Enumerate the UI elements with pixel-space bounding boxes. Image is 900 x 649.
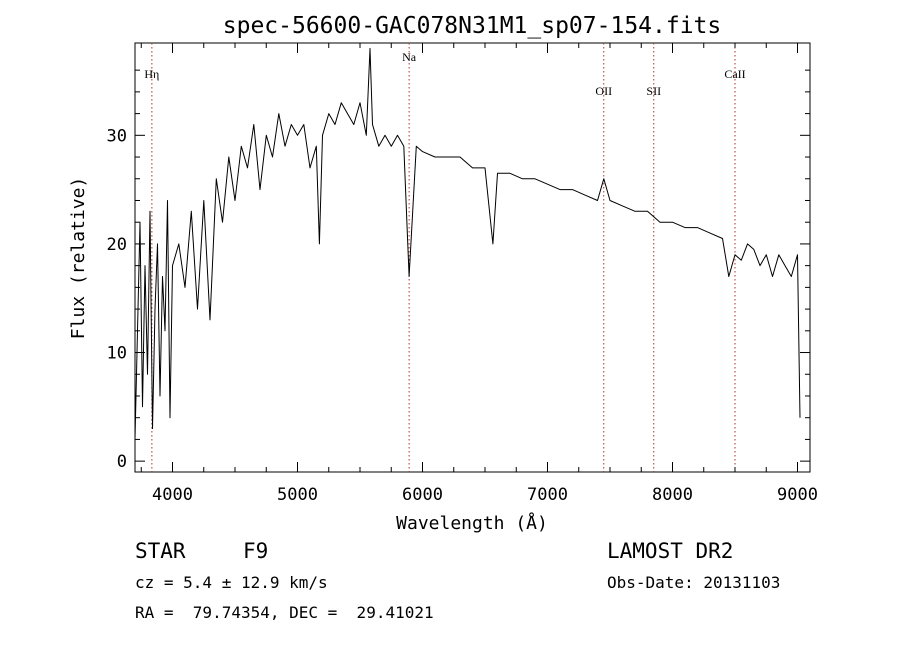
x-tick-label: 8000 [652, 485, 693, 505]
x-tick-label: 4000 [152, 485, 193, 505]
object-subclass: F9 [243, 539, 269, 563]
x-axis-label: Wavelength (Å) [396, 512, 548, 534]
x-tick-label: 9000 [777, 485, 818, 505]
axis-ticks: 4000 5000 6000 7000 8000 9000 0 10 20 30 [107, 43, 818, 505]
x-tick-label: 6000 [402, 485, 443, 505]
redshift-cz: cz = 5.4 ± 12.9 km/s [135, 573, 328, 592]
y-tick-label: 30 [107, 126, 127, 146]
line-marker-label: SII [646, 84, 661, 98]
x-tick-label: 7000 [527, 485, 568, 505]
line-marker-label: OII [595, 84, 612, 98]
y-axis-label: Flux (relative) [68, 177, 89, 340]
survey-name: LAMOST DR2 [607, 539, 734, 563]
chart-title: spec-56600-GAC078N31M1_sp07-154.fits [223, 13, 722, 39]
observation-date: Obs-Date: 20131103 [607, 573, 781, 592]
line-marker-label: Hη [144, 67, 159, 81]
line-marker-label: CaII [724, 67, 745, 81]
sky-coordinates: RA = 79.74354, DEC = 29.41021 [135, 603, 434, 622]
object-type: STAR [135, 539, 186, 563]
plot-frame [134, 42, 811, 473]
y-tick-label: 10 [107, 344, 127, 364]
line-annotations: Hη Na OII SII CaII [144, 43, 746, 472]
x-tick-label: 5000 [277, 485, 318, 505]
line-marker-label: Na [402, 50, 417, 64]
y-tick-label: 20 [107, 235, 127, 255]
spectrum-series-line [134, 47, 801, 440]
y-tick-label: 0 [117, 452, 127, 472]
